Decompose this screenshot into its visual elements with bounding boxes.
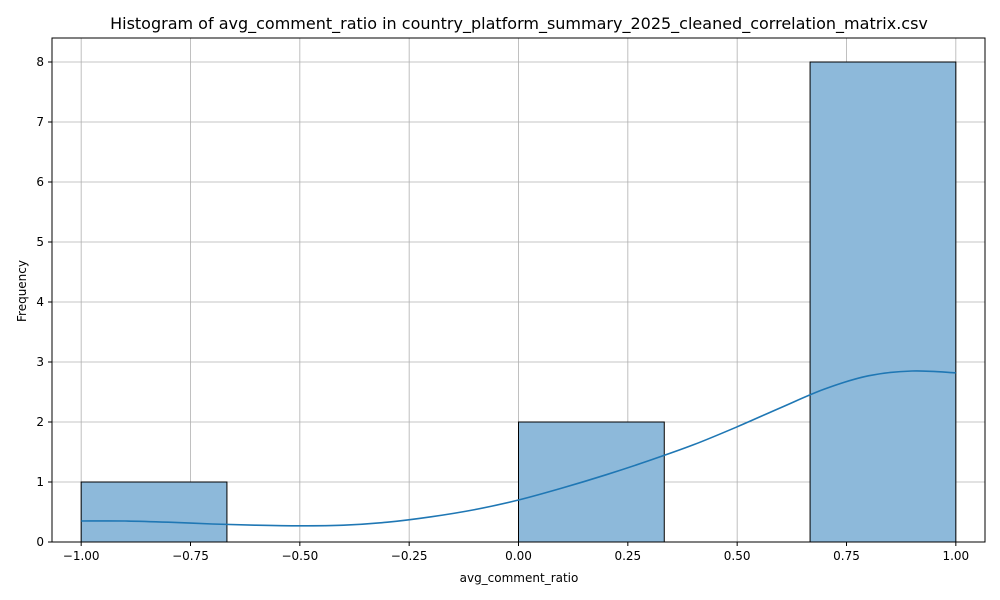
y-tick-label: 6 <box>36 175 44 189</box>
y-tick-label: 4 <box>36 295 44 309</box>
x-tick-label: −0.25 <box>391 549 428 563</box>
y-tick-label: 0 <box>36 535 44 549</box>
y-axis-label: Frequency <box>15 260 29 322</box>
y-tick-label: 5 <box>36 235 44 249</box>
histogram-bar <box>518 421 665 543</box>
y-tick-label: 1 <box>36 475 44 489</box>
chart-title: Histogram of avg_comment_ratio in countr… <box>110 14 928 34</box>
y-tick-label: 2 <box>36 415 44 429</box>
y-tick-label: 8 <box>36 55 44 69</box>
y-tick-label: 3 <box>36 355 44 369</box>
x-tick-label: −1.00 <box>63 549 100 563</box>
x-axis-label: avg_comment_ratio <box>460 571 579 585</box>
kde-curve <box>81 370 956 527</box>
x-tick-label: −0.75 <box>172 549 209 563</box>
histogram-bar <box>80 481 228 543</box>
x-tick-label: −0.50 <box>281 549 318 563</box>
x-tick-label: 1.00 <box>942 549 969 563</box>
histogram-bars <box>80 61 957 543</box>
y-tick-label: 7 <box>36 115 44 129</box>
x-tick-label: 0.75 <box>833 549 860 563</box>
x-tick-label: 0.00 <box>505 549 532 563</box>
histogram-bar <box>809 61 957 543</box>
x-tick-label: 0.50 <box>724 549 751 563</box>
y-axis-ticks: 0 1 2 3 4 5 6 7 8 <box>36 55 52 549</box>
x-axis-ticks: −1.00 −0.75 −0.50 −0.25 0.00 0.25 0.50 0.75 1.00 <box>63 542 969 563</box>
x-tick-label: 0.25 <box>614 549 641 563</box>
